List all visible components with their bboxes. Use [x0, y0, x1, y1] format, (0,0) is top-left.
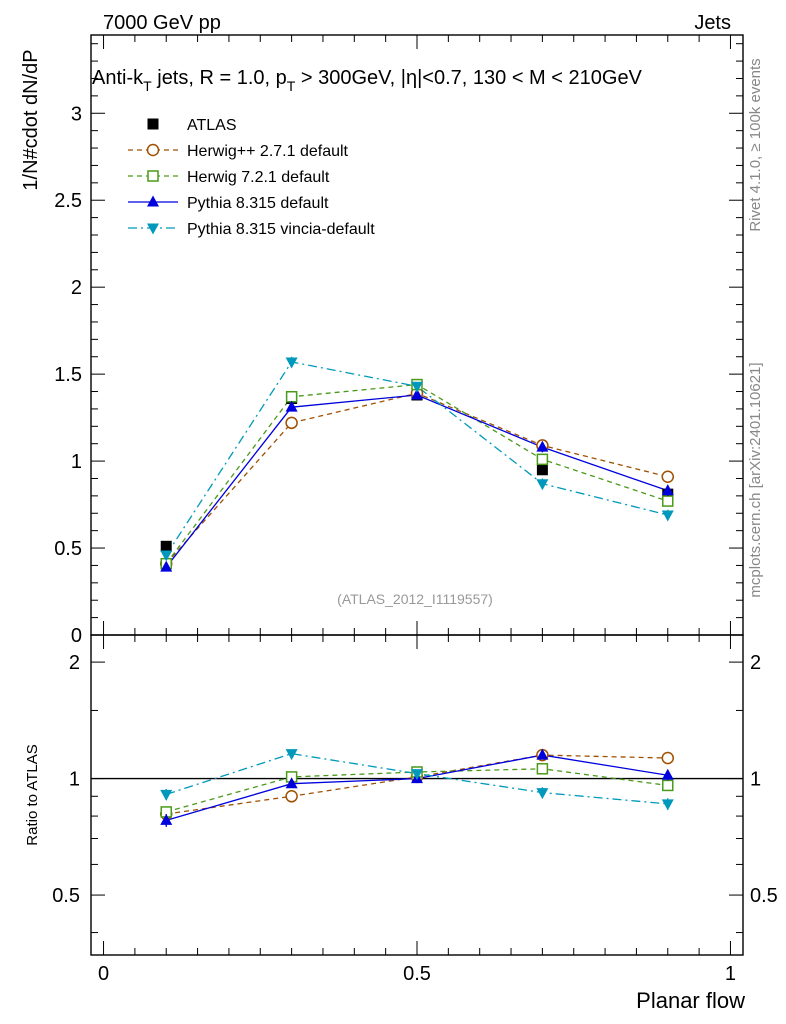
series-2-ratio-point [662, 779, 674, 792]
main-axis-ticks: 0 0.5 1 1.5 2 2.5 3 [54, 35, 743, 647]
series-4-ratio-point [536, 788, 549, 800]
ratio-axis-label: Ratio to ATLAS [24, 744, 41, 845]
ratio-ytick-label: 1 [69, 769, 80, 791]
series-3-point [661, 484, 674, 496]
analysis-tag: (ATLAS_2012_I1119557) [337, 591, 493, 607]
series-1-ratio-point [285, 790, 298, 803]
series-2-point [536, 453, 549, 466]
title-part-2: jets, R = 1.0, p [152, 67, 287, 89]
header-left: 7000 GeV pp [103, 12, 221, 34]
mcplots-label: mcplots.cern.ch [arXiv:2401.10621] [747, 362, 764, 597]
main-series-markers [159, 356, 675, 572]
rivet-label: Rivet 4.1.0, ≥ 100k events [747, 58, 764, 231]
series-1-ratio-point [661, 751, 675, 765]
series-4-ratio-point [160, 789, 173, 801]
series-4-point [536, 479, 549, 491]
series-4-point [661, 510, 674, 522]
ratio-ytick-label-right: 1 [750, 769, 761, 791]
series-1-line [165, 392, 668, 565]
series-0-point [536, 464, 548, 476]
legend-item-0-label: ATLAS [187, 117, 237, 134]
series-4-point [160, 550, 173, 562]
series-2-point [662, 495, 674, 507]
title-part-3: > 300GeV, |η|<0.7, 130 < M < 210GeV [295, 67, 642, 89]
legend-item-2-label: Herwig 7.2.1 default [187, 169, 330, 186]
header-right: Jets [694, 12, 731, 34]
series-3-ratio-point [160, 813, 173, 825]
series-3-ratio-point [661, 768, 674, 780]
series-3-point [536, 440, 549, 452]
series-3-point [285, 400, 298, 412]
series-3-line [165, 394, 668, 568]
main-panel: 0 0.5 1 1.5 2 2.5 3 [54, 34, 744, 647]
series-4-line [165, 361, 668, 556]
main-ytick-label: 1 [71, 451, 82, 473]
ratio-panel-frame [90, 634, 744, 956]
legend-item-3-label: Pythia 8.315 default [187, 195, 329, 212]
chart-title: Anti-kT jets, R = 1.0, pT > 300GeV, |η|<… [92, 67, 643, 94]
ratio-series-markers [159, 748, 675, 827]
main-ytick-label: 3 [71, 103, 82, 125]
main-ytick-label: 1.5 [54, 364, 82, 386]
series-4-ratio-point [285, 749, 298, 761]
series-0-point [160, 540, 172, 552]
xtick-label: 1 [725, 963, 736, 985]
series-1-point [285, 416, 298, 430]
legend-item-4-marker [147, 223, 159, 235]
ratio-axis-ticks: 0.5 0.5 1 1 2 2 0 0.5 1 [52, 635, 778, 985]
series-2-point [285, 390, 298, 403]
y-axis-label: 1/N#cdot dN/dP [20, 49, 42, 190]
series-3-ratio-point [536, 748, 549, 760]
series-1-point [661, 470, 675, 483]
legend: ATLAS Herwig++ 2.7.1 default Herwig 7.2.1 … [128, 117, 375, 238]
series-3-point [411, 388, 423, 400]
title-sub-2: T [287, 78, 296, 94]
legend-item-1-marker [146, 143, 160, 157]
legend-item-3-marker [147, 195, 159, 207]
main-ytick-label: 2.5 [54, 190, 82, 212]
title-sub-1: T [143, 78, 152, 94]
ratio-ytick-label: 0.5 [52, 885, 80, 907]
ratio-ytick-label: 2 [69, 652, 80, 674]
ratio-panel: 0.5 0.5 1 1 2 2 0 0.5 1 [52, 634, 778, 985]
legend-item-4-label: Pythia 8.315 vincia-default [187, 221, 375, 238]
series-4-point [285, 357, 298, 369]
series-3-ratio-point [285, 777, 298, 789]
legend-item-2-marker [147, 170, 159, 182]
xtick-label: 0 [98, 963, 109, 985]
series-4-point [411, 381, 423, 393]
series-2-line [165, 383, 668, 565]
legend-item-1-label: Herwig++ 2.7.1 default [187, 143, 349, 160]
series-1-ratio-line [166, 754, 668, 815]
ratio-ytick-label-right: 2 [750, 652, 761, 674]
series-3-point [160, 560, 173, 572]
main-ytick-label: 0.5 [54, 538, 82, 560]
main-ytick-label: 2 [71, 277, 82, 299]
main-ytick-label: 0 [71, 625, 82, 647]
series-2-ratio-point [536, 763, 549, 775]
series-4-ratio-point [411, 769, 423, 781]
series-4-ratio-point [661, 799, 674, 811]
ratio-series-lines [166, 752, 668, 821]
xtick-label: 0.5 [403, 963, 431, 985]
legend-item-0-marker [147, 118, 159, 130]
x-axis-label: Planar flow [636, 988, 745, 1013]
ratio-ytick-label-right: 0.5 [750, 885, 778, 907]
series-3-ratio-line [166, 754, 668, 821]
title-part-1: Anti-k [92, 67, 144, 89]
